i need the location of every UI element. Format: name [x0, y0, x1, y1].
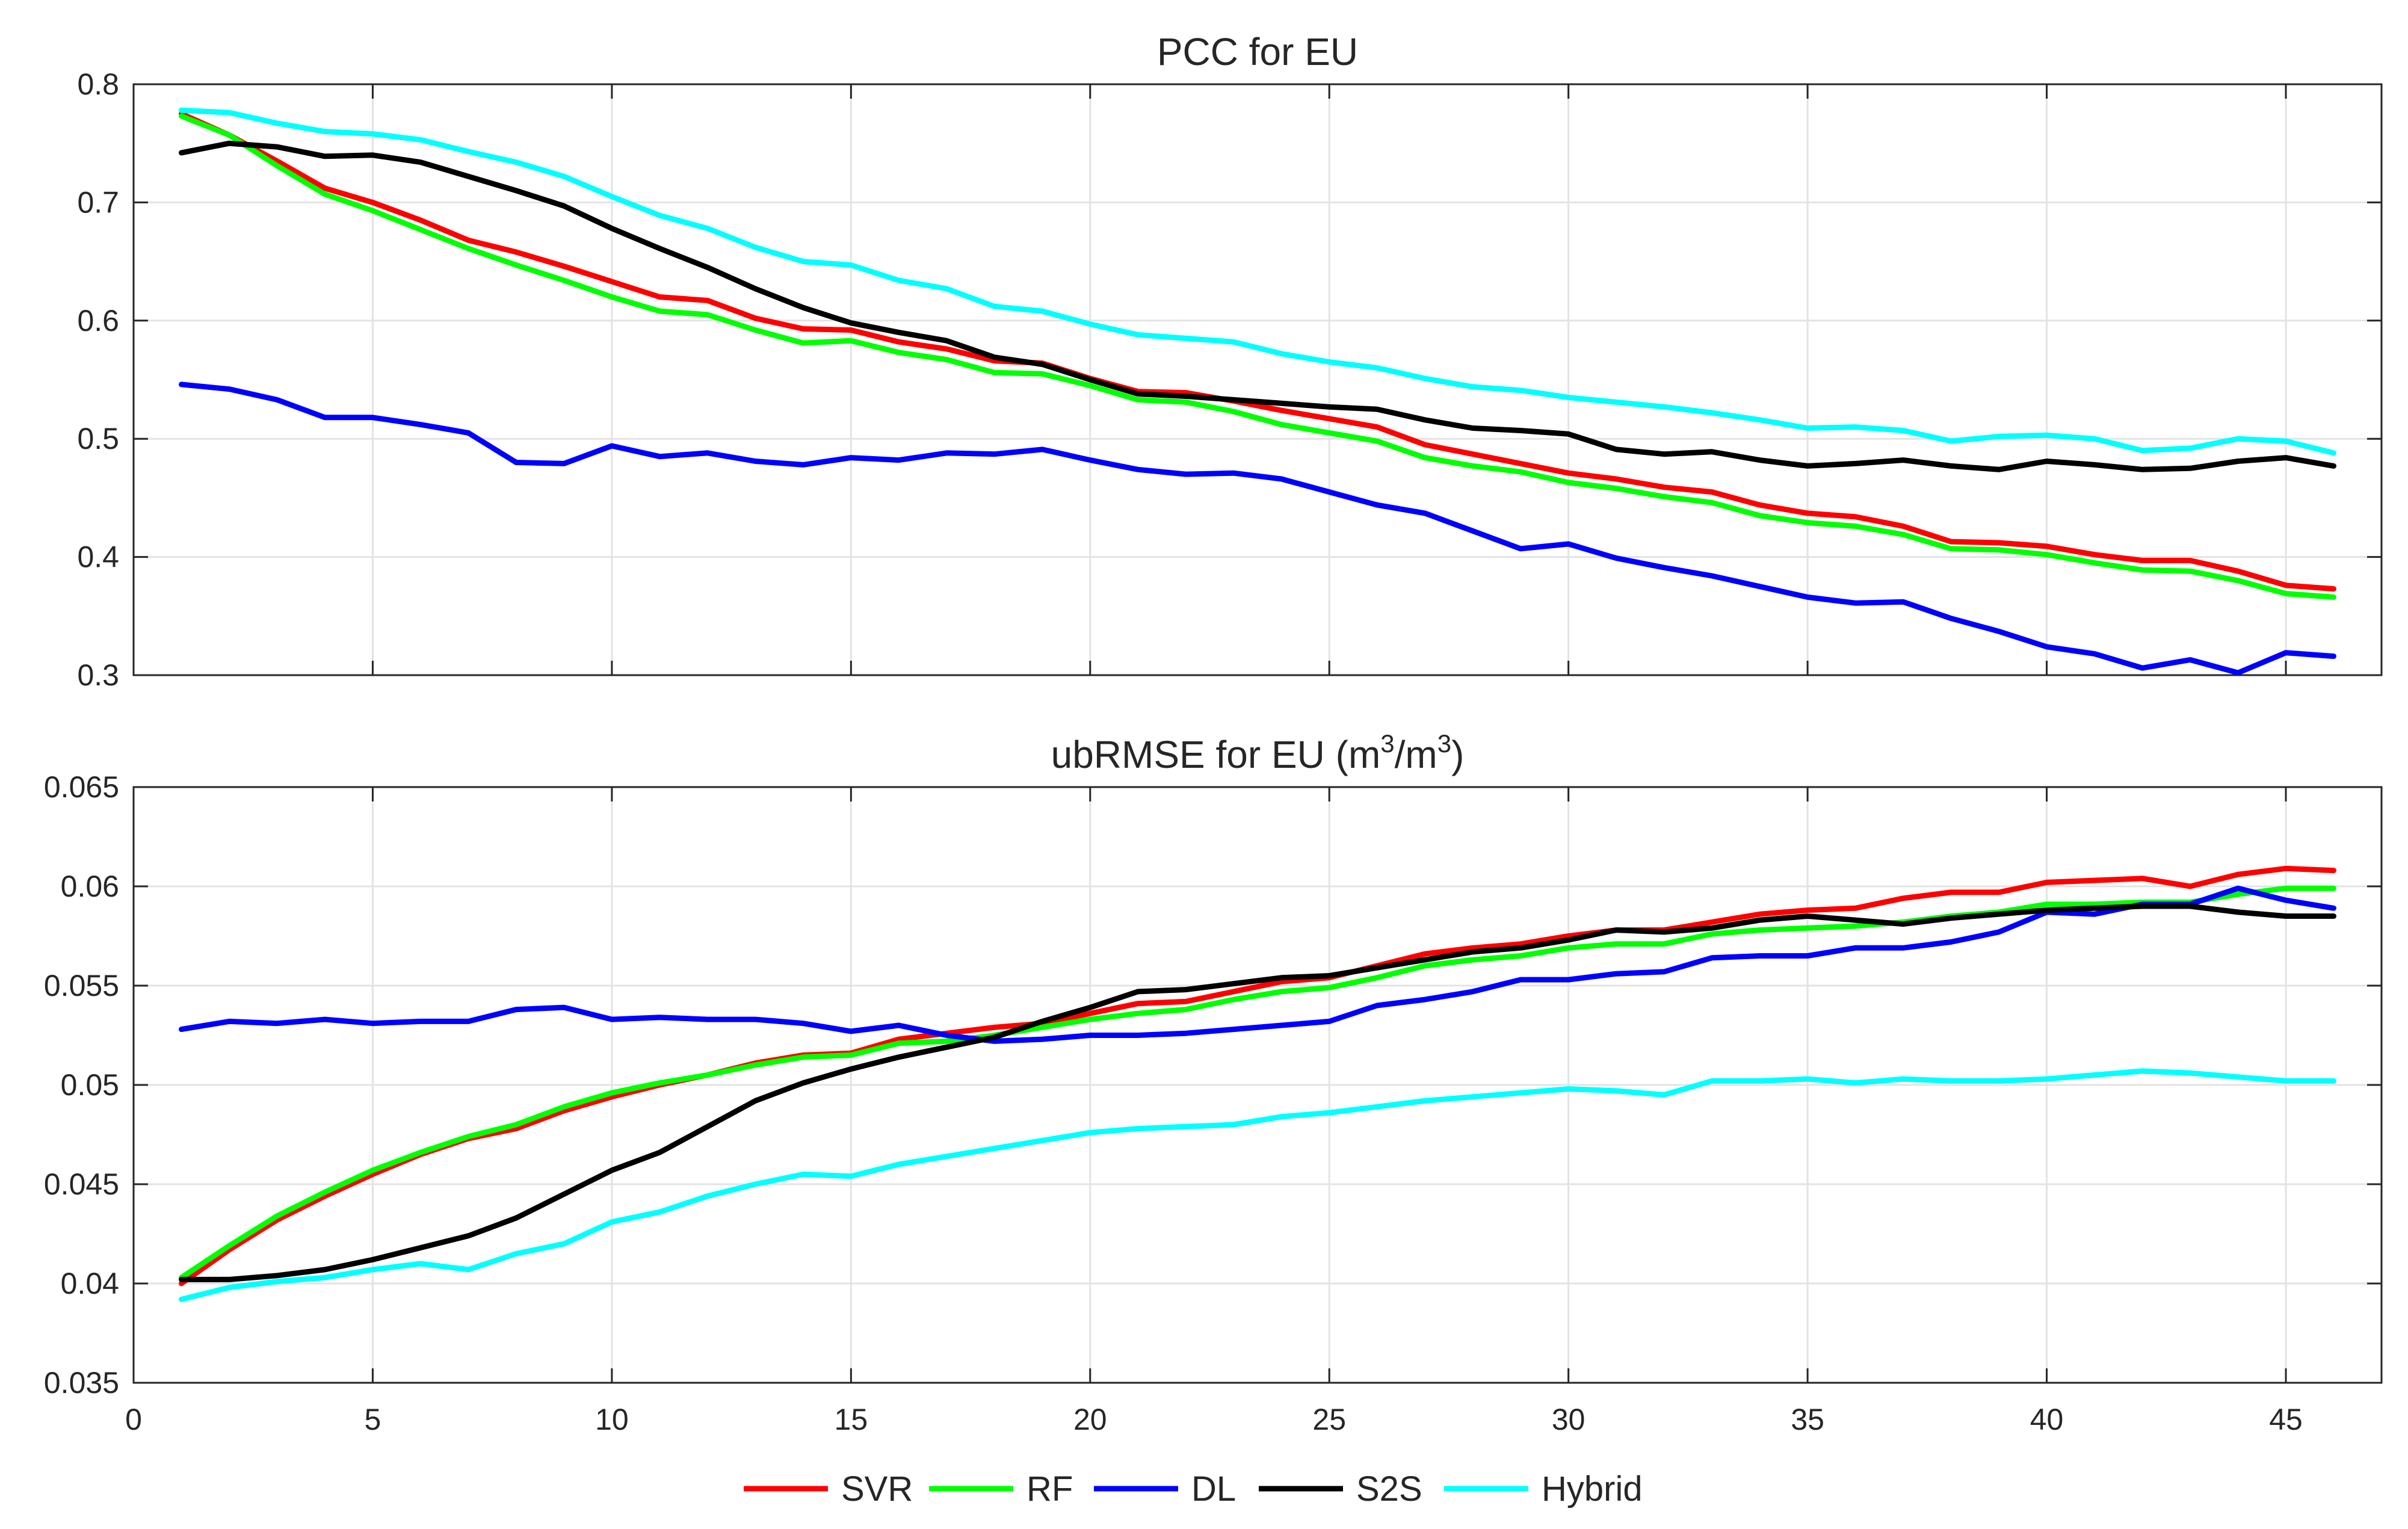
y-tick-label: 0.5 [77, 422, 119, 456]
x-tick-label: 15 [835, 1403, 868, 1436]
y-tick-label: 0.045 [44, 1167, 119, 1201]
series-line-s2s [179, 903, 2336, 1282]
legend-label-dl: DL [1191, 1469, 1236, 1509]
x-tick-label: 30 [1552, 1403, 1585, 1436]
y-tick-label: 0.05 [61, 1068, 119, 1102]
panel-2: 0.035 0.04 0.045 0.05 0.055 0.06 0.065 0 5 10 15 20… [44, 729, 2383, 1436]
legend: SVR RF DL S2S Hybrid [744, 1469, 1643, 1509]
title-text: ubRMSE for EU (m [1051, 733, 1381, 776]
y-tick-label: 0.035 [44, 1366, 119, 1400]
x-tick-label: 10 [595, 1403, 629, 1436]
y-tick-label: 0.055 [44, 969, 119, 1002]
y-tick-label: 0.8 [77, 67, 119, 101]
axes-frame [132, 83, 2383, 676]
y-tick-label: 0.4 [77, 540, 119, 574]
series-group [179, 107, 2336, 675]
x-tick-label: 5 [365, 1403, 381, 1436]
series-group [179, 865, 2336, 1302]
x-tick-label: 35 [1791, 1403, 1824, 1436]
chart-title: ubRMSE for EU (m3/m3) [1051, 729, 1465, 776]
series-line-svr [179, 111, 2336, 592]
x-tick-label: 45 [2269, 1403, 2303, 1436]
y-tick-label: 0.04 [61, 1267, 119, 1300]
panel-1: 0.3 0.4 0.5 0.6 0.7 0.8 PCC for EU [77, 30, 2383, 692]
y-tick-label: 0.7 [77, 185, 119, 219]
y-tick-label: 0.6 [77, 304, 119, 338]
series-line-svr [179, 865, 2336, 1287]
title-text: ) [1451, 733, 1464, 776]
y-tick-label: 0.065 [44, 770, 119, 804]
series-line-dl [179, 381, 2336, 675]
series-line-dl [179, 885, 2336, 1044]
legend-label-hybrid: Hybrid [1542, 1469, 1643, 1509]
legend-label-svr: SVR [841, 1469, 913, 1509]
x-tick-label: 0 [125, 1403, 142, 1436]
x-tick-label: 20 [1073, 1403, 1107, 1436]
legend-label-s2s: S2S [1356, 1469, 1422, 1509]
chart-title: PCC for EU [1157, 30, 1358, 73]
legend-label-rf: RF [1026, 1469, 1073, 1509]
y-tick-label: 0.3 [77, 658, 119, 692]
title-superscript: 3 [1437, 729, 1451, 758]
title-superscript: 3 [1380, 729, 1394, 758]
plot-area [134, 84, 2382, 675]
series-line-s2s [179, 140, 2336, 472]
y-tick-label: 0.06 [61, 870, 119, 903]
x-tick-label: 40 [2030, 1403, 2064, 1436]
x-tick-label: 25 [1312, 1403, 1346, 1436]
series-line-hybrid [179, 1068, 2336, 1302]
title-text: /m [1395, 733, 1437, 776]
series-line-rf [179, 113, 2336, 600]
series-line-hybrid [179, 107, 2336, 456]
